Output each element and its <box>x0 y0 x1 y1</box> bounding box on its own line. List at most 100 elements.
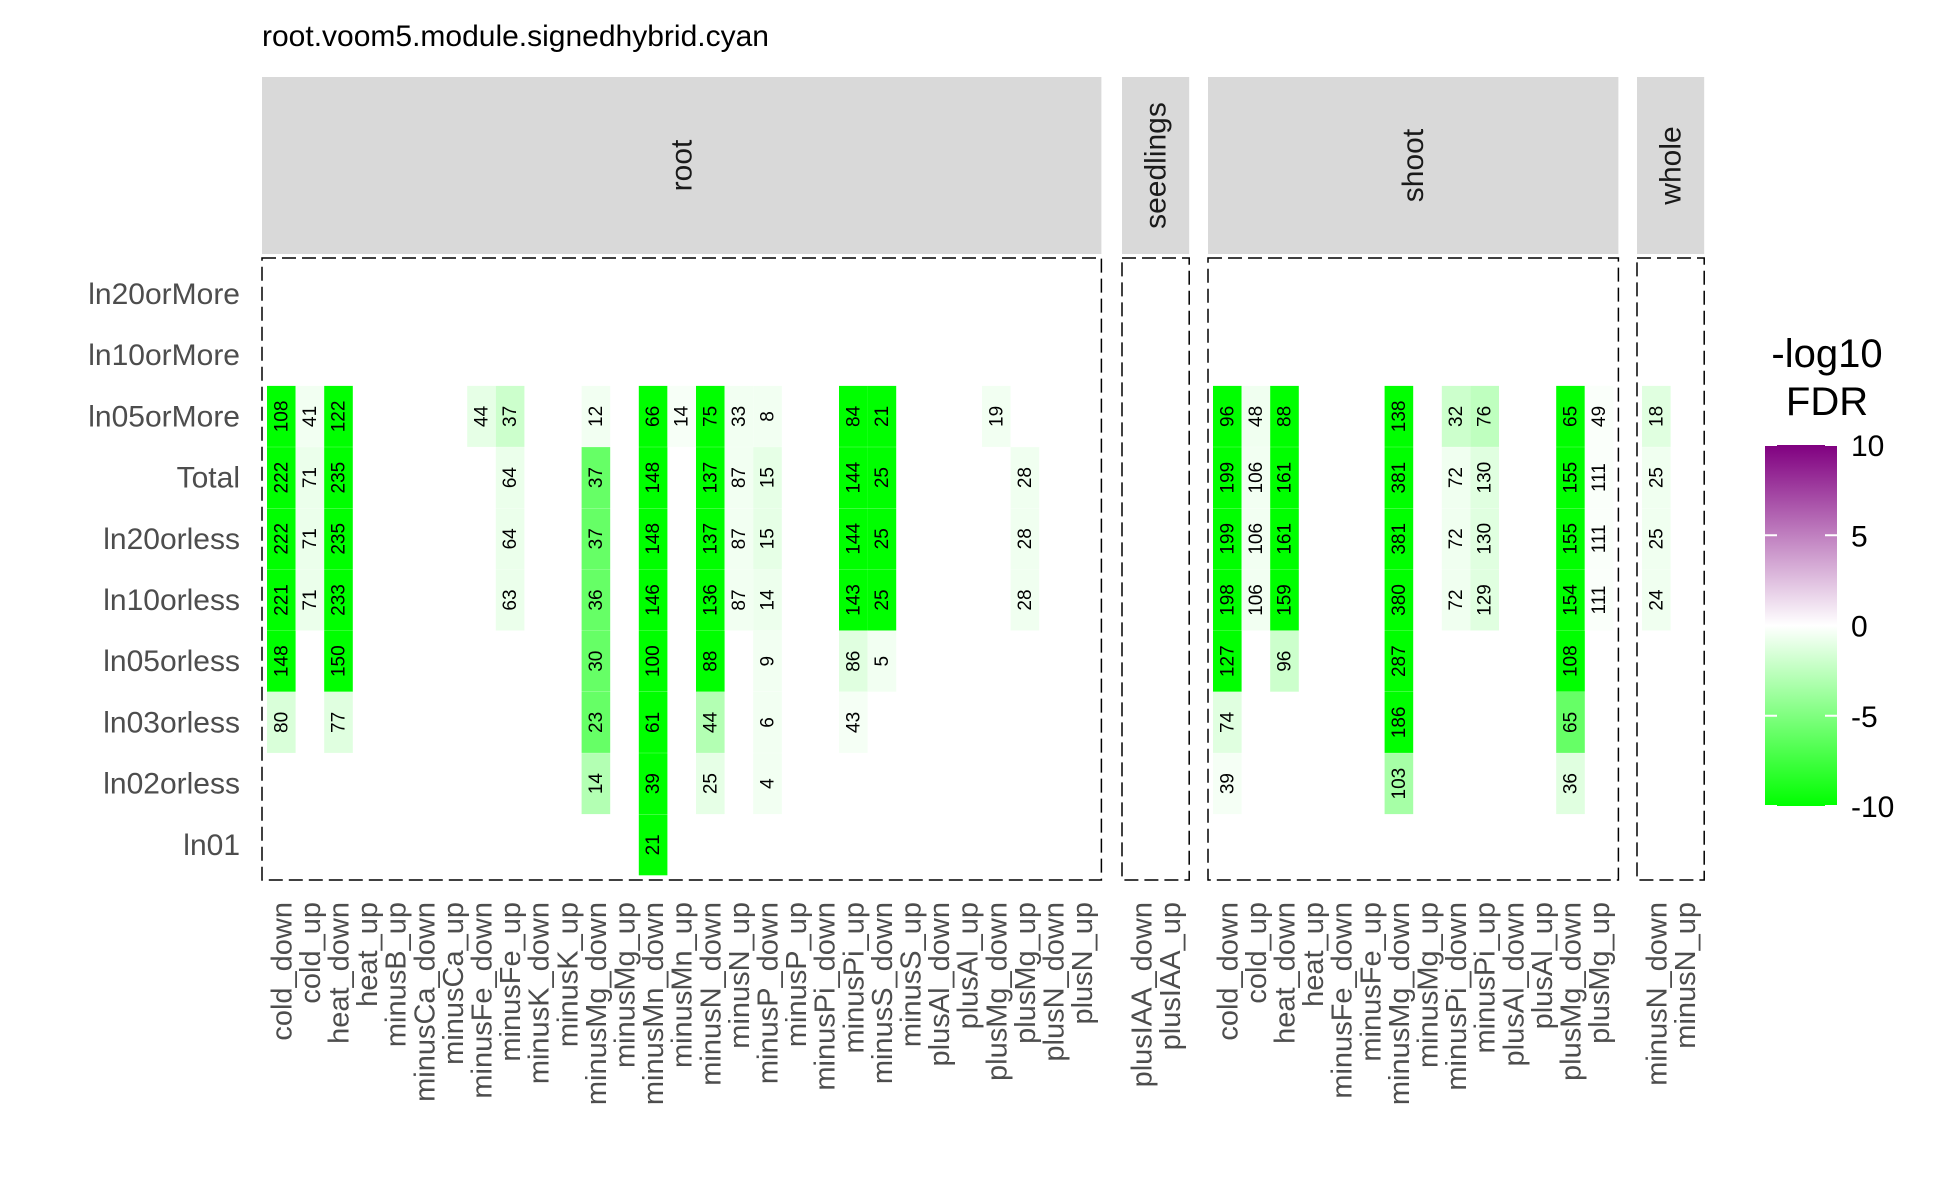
cell-label: 88 <box>1275 406 1296 427</box>
heatmap-cell <box>638 691 668 753</box>
cell-label: 75 <box>700 406 721 427</box>
cell-label: 71 <box>300 528 321 549</box>
cell-label: 5 <box>872 656 893 667</box>
x-tick-label: minusN_down <box>695 902 727 1086</box>
heatmap-cell <box>1213 691 1242 753</box>
cell-label: 33 <box>729 406 750 427</box>
cell-label: 37 <box>500 406 521 427</box>
cell-label: 25 <box>872 528 893 549</box>
heatmap-cell <box>1642 447 1671 509</box>
cell-label: 235 <box>329 523 350 555</box>
cell-label: 77 <box>329 712 350 733</box>
heatmap-cell <box>1213 569 1242 631</box>
x-tick-label: minusCa_up <box>438 902 470 1065</box>
cell-label: 66 <box>643 406 664 427</box>
heatmap-cell <box>982 385 1011 447</box>
heatmap-cell <box>324 447 353 509</box>
x-tick-label: plusMg_down <box>981 902 1013 1081</box>
heatmap-cell <box>1556 508 1585 570</box>
legend-tick-label: 0 <box>1851 611 1868 644</box>
heatmap-cell <box>1384 569 1414 631</box>
heatmap-cell <box>1270 630 1299 692</box>
cell-label: 161 <box>1275 462 1296 494</box>
cell-label: 14 <box>758 589 779 611</box>
cell-label: 36 <box>586 589 607 610</box>
cell-label: 137 <box>700 523 721 555</box>
cell-label: 287 <box>1389 645 1410 677</box>
cell-label: 21 <box>872 406 893 427</box>
cell-label: 9 <box>758 656 779 667</box>
x-tick-label: minusN_down <box>1641 902 1673 1086</box>
cell-label: 4 <box>758 778 779 789</box>
cell-label: 143 <box>843 584 864 616</box>
heatmap-cell <box>1470 447 1499 509</box>
cell-label: 71 <box>300 467 321 488</box>
cell-label: 44 <box>700 711 721 733</box>
heatmap-cell <box>1241 508 1271 570</box>
cell-label: 80 <box>271 712 292 733</box>
cell-label: 106 <box>1246 584 1267 616</box>
facet-strip-label: shoot <box>1397 128 1430 202</box>
cell-label: 199 <box>1217 523 1238 555</box>
x-tick-label: plusMg_down <box>1556 902 1588 1081</box>
cell-label: 138 <box>1389 401 1410 433</box>
heatmap-cell <box>1270 569 1299 631</box>
heatmap-cell <box>267 630 296 692</box>
heatmap-cell <box>495 385 525 447</box>
heatmap-cell <box>1441 447 1471 509</box>
chart-title: root.voom5.module.signedhybrid.cyan <box>262 20 769 53</box>
heatmap-cell <box>324 630 353 692</box>
heatmap-cell <box>696 385 725 447</box>
heatmap-cell <box>581 447 611 509</box>
panel-shoot: shoot 96 199 199 198 127 74 39 48 106 106 106 88 161 1… <box>1207 77 1620 1105</box>
heatmap-cell <box>638 508 668 570</box>
heatmap-cell <box>638 569 668 631</box>
x-tick-label: minusFe_down <box>1327 902 1359 1099</box>
cell-label: 161 <box>1275 523 1296 555</box>
y-tick-label: ln01 <box>183 829 240 862</box>
cell-label: 222 <box>271 462 292 494</box>
heatmap-cell <box>495 447 525 509</box>
heatmap-cell <box>1213 447 1242 509</box>
legend-title-line2: FDR <box>1786 380 1868 424</box>
heatmap-cell <box>667 385 696 447</box>
cell-label: 380 <box>1389 584 1410 616</box>
heatmap-cell <box>1584 508 1614 570</box>
heatmap-cell <box>638 447 668 509</box>
cell-label: 146 <box>643 584 664 616</box>
cell-label: 127 <box>1217 645 1238 677</box>
heatmap-cell <box>1556 447 1585 509</box>
facet-strip-label: whole <box>1655 126 1688 205</box>
cell-label: 25 <box>1646 467 1667 488</box>
x-tick-label: minusN_up <box>724 902 756 1049</box>
heatmap-cell <box>295 447 325 509</box>
cell-label: 159 <box>1275 584 1296 616</box>
heatmap-cell <box>1270 385 1299 447</box>
heatmap-cell <box>1213 385 1242 447</box>
cell-label: 111 <box>1589 586 1610 615</box>
heatmap-cell <box>1584 385 1614 447</box>
heatmap-cell <box>581 753 611 815</box>
heatmap-cell <box>581 385 611 447</box>
heatmap-cell <box>1270 508 1299 570</box>
cell-label: 235 <box>329 462 350 494</box>
heatmap-cell <box>1241 569 1271 631</box>
heatmap-cell <box>295 569 325 631</box>
heatmap-cell <box>1010 447 1040 509</box>
cell-label: 222 <box>271 523 292 555</box>
x-tick-label: cold_up <box>295 902 327 1004</box>
heatmap-cell <box>1270 447 1299 509</box>
cell-label: 111 <box>1589 524 1610 553</box>
y-tick-label: ln10orless <box>103 584 240 617</box>
y-tick-label: ln20orless <box>103 523 240 556</box>
heatmap-cell <box>324 569 353 631</box>
heatmap-cell <box>1010 569 1040 631</box>
x-tick-label: minusFe_down <box>467 902 499 1099</box>
x-tick-label: heat_down <box>1270 902 1302 1044</box>
x-tick-label: minusPi_down <box>810 902 842 1091</box>
legend-tick-label: -10 <box>1851 791 1894 824</box>
cell-label: 37 <box>586 467 607 488</box>
heatmap-cell <box>1441 508 1471 570</box>
panel-frame <box>261 257 1103 881</box>
cell-label: 64 <box>500 467 521 489</box>
